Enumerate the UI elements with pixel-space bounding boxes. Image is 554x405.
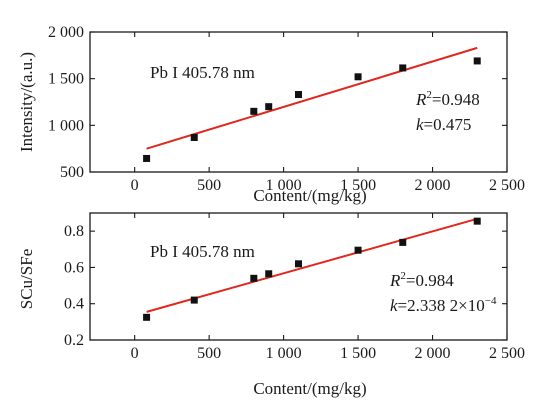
top-data-point [190, 133, 198, 141]
bottom-x-tick-label: 2 000 [415, 345, 451, 362]
bottom-y-axis-label: SCu/SFe [17, 249, 36, 309]
top-r2-superscript: 2 [426, 89, 432, 101]
top-x-tick-label: 1 000 [266, 177, 302, 194]
bottom-line-annotation: Pb I 405.78 nm [150, 242, 255, 261]
top-data-point [399, 64, 407, 72]
bottom-data-point [295, 260, 302, 268]
top-k-annotation: k=0.475 [416, 115, 471, 134]
top-r2-symbol: R [415, 90, 427, 109]
bottom-x-tick-label: 2 500 [489, 345, 525, 362]
top-k-value: =0.475 [424, 115, 472, 134]
bottom-data-point [143, 313, 151, 321]
top-x-tick-label: 1 500 [340, 177, 376, 194]
top-data-point [354, 73, 362, 81]
bottom-x-tick-label: 1 000 [266, 345, 302, 362]
bottom-k-value: =2.338 2×10 [398, 296, 485, 315]
bottom-data-points [143, 217, 481, 321]
bottom-r2-symbol: R [389, 271, 401, 290]
bottom-data-point [190, 296, 198, 304]
bottom-y-tick-label: 0.8 [64, 223, 84, 240]
bottom-x-tick-label: 0 [131, 345, 139, 362]
top-r2-value: =0.948 [432, 90, 480, 109]
top-line-annotation: Pb I 405.78 nm [150, 63, 255, 82]
bottom-chart: 0 500 1 000 1 500 2 000 2 500 0.2 0.4 0.6 0.8 SCu… [17, 212, 525, 398]
top-axis-ticks: 0 500 1 000 1 500 2 000 2 500 500 1 000 1 500 2 0… [48, 24, 525, 194]
top-data-point [265, 103, 273, 111]
top-y-axis-label: Intensity/(a.u.) [17, 52, 36, 152]
top-x-axis-label: Content/(mg/kg) [253, 186, 366, 205]
top-y-tick-label: 2 000 [48, 24, 84, 41]
bottom-axis-ticks: 0 500 1 000 1 500 2 000 2 500 0.2 0.4 0.6 0.8 [64, 213, 525, 362]
bottom-x-tick-label: 1 500 [340, 345, 376, 362]
bottom-fit-line-group [146, 217, 478, 313]
top-y-tick-label: 1 000 [48, 117, 84, 134]
top-fit-line-group [146, 46, 478, 150]
top-data-point [250, 107, 258, 115]
bottom-r2-value: =0.984 [406, 271, 454, 290]
bottom-r2-annotation: R2=0.984 [389, 270, 454, 290]
top-chart: 0 500 1 000 1 500 2 000 2 500 500 1 000 1 500 2 0… [17, 24, 525, 205]
top-y-tick-label: 500 [60, 164, 84, 181]
top-x-tick-label: 2 500 [489, 177, 525, 194]
top-y-tick-label: 1 500 [48, 71, 84, 88]
bottom-y-tick-label: 0.2 [64, 332, 84, 349]
bottom-k-exponent: −4 [485, 295, 497, 307]
bottom-k-annotation: k=2.338 2×10−4 [390, 295, 497, 315]
top-x-tick-label: 0 [131, 177, 139, 194]
bottom-x-tick-label: 500 [197, 345, 221, 362]
bottom-y-tick-label: 0.4 [64, 296, 84, 313]
bottom-fit-line [146, 217, 478, 313]
top-x-tick-label: 500 [197, 177, 221, 194]
top-fit-line [146, 46, 478, 150]
bottom-x-axis-label: Content/(mg/kg) [253, 379, 366, 398]
bottom-data-point [399, 238, 407, 246]
top-data-points [143, 57, 481, 162]
bottom-y-tick-label: 0.6 [64, 259, 84, 276]
bottom-plot-frame [89, 212, 508, 341]
top-data-point [143, 154, 151, 162]
top-r2-annotation: R2=0.948 [415, 89, 480, 109]
top-data-point [295, 91, 302, 99]
top-data-point [473, 57, 481, 65]
bottom-data-point [354, 246, 362, 254]
bottom-k-symbol: k [390, 296, 398, 315]
bottom-data-point [250, 274, 258, 282]
bottom-data-point [473, 217, 481, 225]
bottom-r2-superscript: 2 [400, 270, 406, 282]
top-plot-frame [89, 31, 508, 173]
top-x-tick-label: 2 000 [415, 177, 451, 194]
bottom-data-point [265, 270, 273, 278]
top-k-symbol: k [416, 115, 424, 134]
